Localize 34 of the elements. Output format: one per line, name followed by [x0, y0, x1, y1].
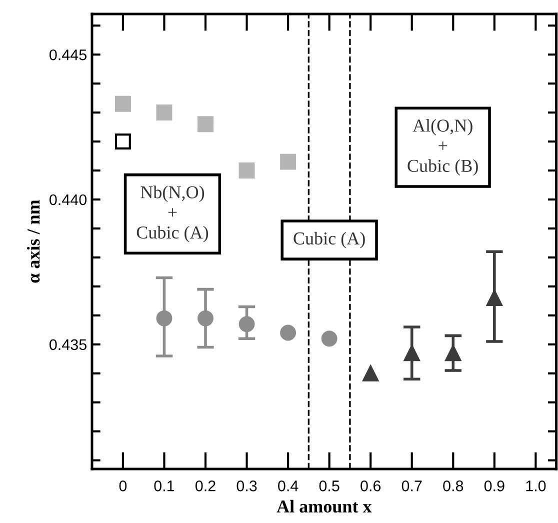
x-tick-label: 0.5 [319, 480, 340, 492]
annotation: Al(O,N) + Cubic (B) [408, 118, 478, 176]
y-axis-title: α axis / nm [26, 200, 40, 283]
point [156, 104, 172, 121]
x-tick-label: 0.6 [360, 480, 381, 492]
annotation: Nb(N,O) + Cubic (A) [136, 186, 208, 242]
point [114, 134, 131, 150]
x-tick-label: 1.0 [526, 480, 546, 492]
point [280, 154, 296, 170]
point [404, 345, 420, 362]
x-tick-label: 0.2 [195, 480, 216, 492]
point [156, 310, 172, 326]
point [198, 310, 214, 326]
x-tick-label: 0 [119, 480, 127, 492]
point [321, 330, 338, 347]
y-tick-label: 0.445 [50, 49, 86, 60]
annotation: Cubic (A) [294, 232, 365, 248]
x-axis-title: Al amount x [276, 500, 372, 513]
x-tick-label: 0.9 [484, 480, 504, 492]
point [362, 365, 379, 382]
x-tick-label: 0.8 [443, 480, 464, 492]
point [238, 162, 255, 178]
y-tick-label: 0.435 [50, 339, 86, 350]
point [114, 96, 131, 112]
y-tick-label: 0.440 [50, 194, 87, 206]
point [486, 290, 502, 306]
point [280, 324, 296, 341]
x-tick-label: 0.3 [236, 480, 257, 492]
x-tick-label: 0.4 [278, 480, 298, 492]
point [238, 316, 255, 332]
point [198, 116, 214, 132]
x-tick-label: 0.1 [154, 480, 174, 492]
x-tick-label: 0.7 [402, 480, 422, 492]
point [445, 345, 462, 362]
